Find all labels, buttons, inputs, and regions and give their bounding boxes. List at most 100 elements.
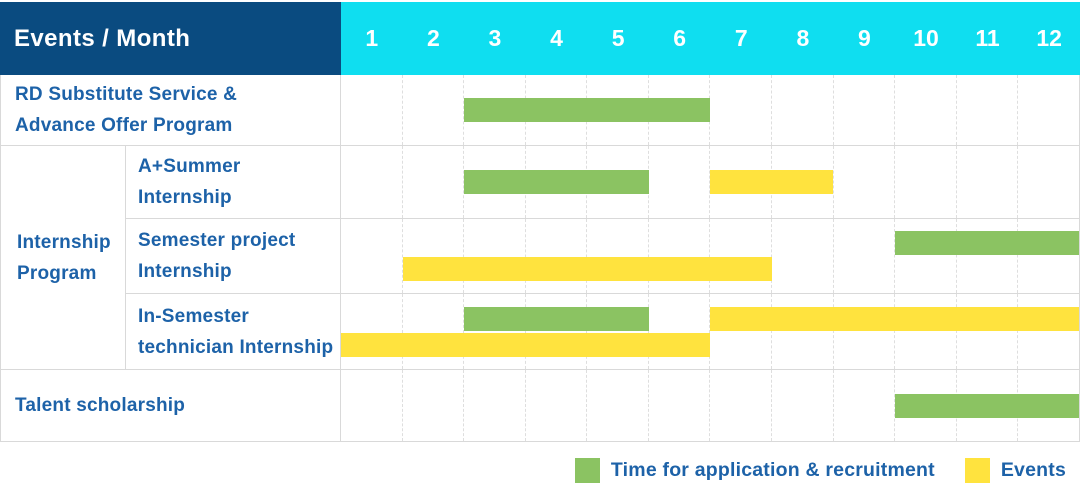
month-header-cell: 1 xyxy=(365,25,379,51)
row-label-line: Semester project xyxy=(138,230,296,251)
legend-item-events: Events xyxy=(964,458,1066,483)
gantt-grid-rd-substitute xyxy=(341,75,1079,145)
gantt-grid-talent-scholarship xyxy=(341,370,1079,441)
grid-cell xyxy=(401,294,464,369)
grid-cell xyxy=(1017,75,1079,145)
grid-cell xyxy=(586,370,648,441)
row-label-in-semester-technician: In-Semester technician Internship xyxy=(126,294,341,369)
table-body: RD Substitute Service & Advance Offer Pr… xyxy=(0,75,1080,442)
internship-program-group: Internship Program A+Summer Internship S… xyxy=(1,146,1079,370)
grid-cell xyxy=(1017,294,1079,369)
row-label-line: In-Semester xyxy=(138,305,249,327)
row-label-semester-project: Semester project Internship xyxy=(126,219,341,293)
grid-cell xyxy=(832,294,895,369)
grid-cell xyxy=(709,294,771,369)
grid-cell xyxy=(401,146,464,218)
gantt-bar-application xyxy=(464,170,649,194)
month-header-row: 1 2 3 4 5 6 7 8 9 10 11 12 xyxy=(341,2,1080,75)
grid-cell xyxy=(709,146,771,218)
month-header-cell: 3 xyxy=(488,25,502,51)
grid-cell xyxy=(955,75,1018,145)
month-header-cell: 2 xyxy=(426,25,440,51)
gantt-bar-application xyxy=(464,98,710,122)
gantt-grid-a-summer xyxy=(341,146,1079,218)
row-label-line: Internship xyxy=(138,187,232,208)
internship-program-rows: A+Summer Internship Semester project Int… xyxy=(126,146,1079,369)
gantt-bar-events xyxy=(341,332,710,357)
grid-cell xyxy=(586,294,648,369)
grid-cell xyxy=(832,75,895,145)
group-label-line: Program xyxy=(17,262,97,284)
row-label-a-summer: A+Summer Internship xyxy=(126,146,341,218)
grid-cell xyxy=(401,219,464,293)
month-header-cell: 7 xyxy=(734,25,748,51)
month-header-cell: 5 xyxy=(611,25,625,51)
grid-cell xyxy=(894,75,956,145)
grid-cell xyxy=(463,370,525,441)
grid-cell xyxy=(463,219,525,293)
grid-cell xyxy=(586,219,648,293)
gantt-bar-events xyxy=(710,306,1079,331)
month-header-cell: 11 xyxy=(975,25,1000,51)
gantt-grid-in-semester-technician xyxy=(341,294,1079,369)
grid-cell xyxy=(709,370,771,441)
grid-cell xyxy=(341,294,402,369)
month-header-cell: 12 xyxy=(1036,25,1062,51)
grid-cell xyxy=(341,75,402,145)
legend-swatch-green xyxy=(574,458,600,483)
grid-cell xyxy=(894,294,956,369)
grid-cell xyxy=(955,219,1018,293)
grid-cell xyxy=(709,75,771,145)
row-label-line: Internship xyxy=(138,261,232,282)
month-header-cell: 10 xyxy=(913,25,939,51)
group-label-internship-program: Internship Program xyxy=(1,146,126,369)
legend: Time for application & recruitment Event… xyxy=(0,458,1080,483)
grid-cell xyxy=(647,370,710,441)
row-label-talent-scholarship: Talent scholarship xyxy=(1,370,341,441)
grid-cell xyxy=(647,294,710,369)
legend-label-events: Events xyxy=(1000,459,1066,481)
gantt-bar-events xyxy=(402,257,772,281)
month-header-cell: 8 xyxy=(796,25,810,51)
table-header-row: Events / Month 1 2 3 4 5 6 7 8 9 10 11 12 xyxy=(0,2,1080,75)
grid-cell xyxy=(832,370,895,441)
grid-cell xyxy=(771,75,833,145)
grid-cell xyxy=(524,219,587,293)
grid-cell xyxy=(463,294,525,369)
grid-cell xyxy=(341,219,402,293)
grid-cell xyxy=(955,146,1018,218)
month-header-cell: 6 xyxy=(673,25,687,51)
row-label-rd-substitute: RD Substitute Service & Advance Offer Pr… xyxy=(1,75,341,145)
events-month-header-cell: Events / Month xyxy=(0,2,341,75)
month-header-cell: 4 xyxy=(550,25,563,51)
grid-cell xyxy=(401,370,464,441)
row-label-line: technician Internship xyxy=(138,336,334,358)
grid-cell xyxy=(832,146,895,218)
row-in-semester-technician-internship: In-Semester technician Internship xyxy=(126,294,1079,369)
row-talent-scholarship: Talent scholarship xyxy=(1,370,1079,441)
grid-cell xyxy=(771,294,833,369)
grid-cell xyxy=(341,146,402,218)
grid-cell xyxy=(341,370,402,441)
grid-cell xyxy=(771,370,833,441)
gantt-bar-events xyxy=(710,170,833,194)
month-header-cell: 9 xyxy=(858,25,871,51)
grid-cell xyxy=(524,294,587,369)
legend-swatch-yellow xyxy=(964,458,990,483)
grid-cell xyxy=(709,219,771,293)
grid-cell xyxy=(524,370,587,441)
grid-cell xyxy=(647,146,710,218)
row-label-line: RD Substitute Service & xyxy=(15,84,238,105)
grid-cell xyxy=(955,294,1018,369)
grid-cell xyxy=(463,75,525,145)
row-label-line: A+Summer xyxy=(138,156,241,177)
gantt-grid-semester-project xyxy=(341,219,1079,293)
row-a-summer-internship: A+Summer Internship xyxy=(126,146,1079,219)
legend-item-application: Time for application & recruitment xyxy=(574,458,935,483)
grid-cell xyxy=(771,219,833,293)
grid-cell xyxy=(1017,146,1079,218)
gantt-bar-application xyxy=(894,231,1079,255)
gantt-bar-application xyxy=(894,393,1079,418)
grid-cell xyxy=(647,219,710,293)
grid-cell xyxy=(1017,219,1079,293)
